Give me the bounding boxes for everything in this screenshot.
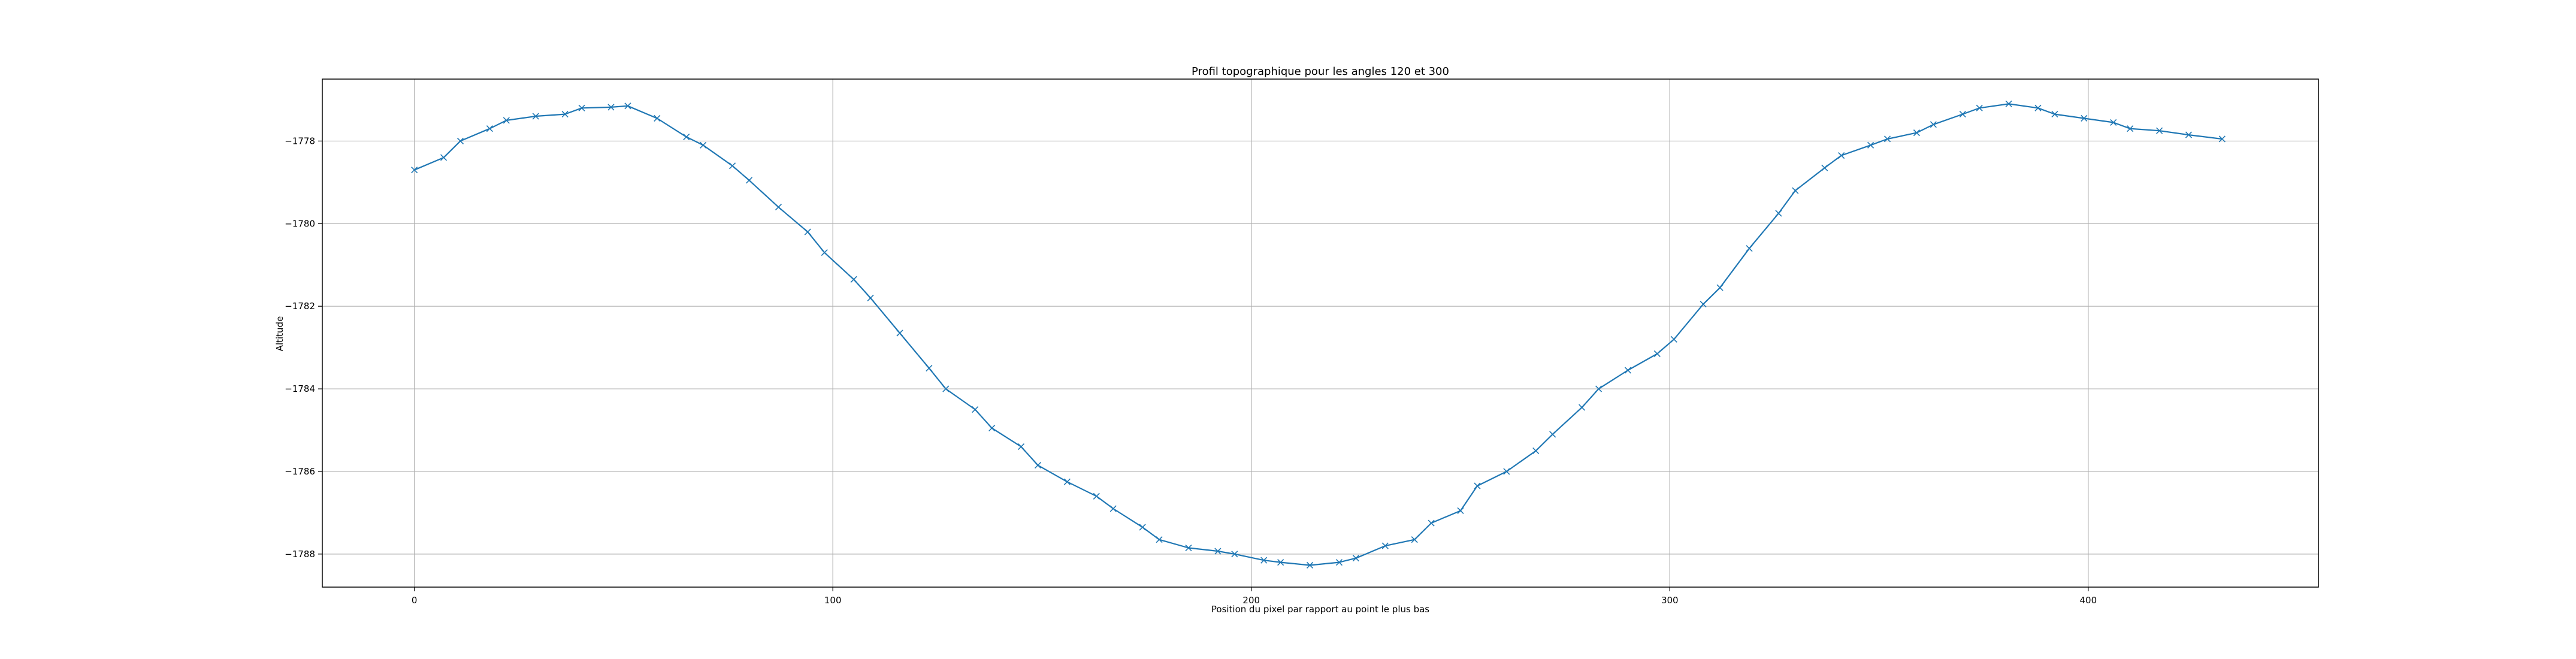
- data-point: [1838, 152, 1845, 159]
- data-point: [2110, 119, 2117, 126]
- y-tick-label: −1778: [285, 135, 315, 146]
- data-point: [1716, 284, 1724, 291]
- data-point: [561, 111, 569, 118]
- y-tick-label: −1784: [285, 383, 315, 394]
- data-point: [503, 117, 510, 124]
- data-point: [1976, 104, 1983, 111]
- data-point: [1185, 544, 1192, 552]
- data-point: [1792, 187, 1799, 194]
- data-point: [456, 137, 464, 144]
- data-point: [2218, 135, 2226, 143]
- data-point: [1352, 555, 1359, 562]
- series-line: [414, 103, 2223, 566]
- data-point: [988, 425, 996, 432]
- data-point: [1532, 447, 1540, 455]
- data-point: [1959, 111, 1966, 118]
- data-point: [1746, 245, 1753, 252]
- data-point: [1277, 559, 1284, 566]
- data-point: [1624, 367, 1631, 374]
- data-point: [728, 162, 736, 170]
- y-tick-label: −1780: [285, 218, 315, 229]
- data-point: [1457, 507, 1464, 515]
- data-point: [1474, 482, 1481, 489]
- data-point: [1017, 443, 1025, 451]
- x-tick-label: 300: [1661, 595, 1679, 606]
- data-point: [1428, 519, 1435, 527]
- data-point: [1775, 210, 1782, 217]
- data-point: [1139, 524, 1146, 531]
- data-point: [1034, 462, 1042, 469]
- data-point: [1930, 121, 1937, 128]
- data-point: [532, 113, 539, 120]
- data-point: [1381, 542, 1389, 549]
- x-tick-label: 200: [1242, 595, 1260, 606]
- data-point: [411, 167, 418, 174]
- y-tick-label: −1782: [285, 301, 315, 312]
- data-point: [972, 406, 979, 413]
- data-point: [700, 141, 707, 149]
- data-point: [2155, 127, 2163, 134]
- data-point: [654, 114, 661, 122]
- data-point: [1883, 135, 1891, 143]
- data-point: [2127, 125, 2134, 132]
- y-tick-label: −1786: [285, 466, 315, 477]
- ticks: 0 100 200 300 400 −1788 −1786 −1784 −1782 −1780 −1…: [285, 135, 2097, 606]
- y-tick-label: −1788: [285, 549, 315, 560]
- data-point: [867, 294, 874, 301]
- data-point: [942, 385, 950, 392]
- data-point: [2005, 100, 2012, 107]
- data-point: [1306, 561, 1314, 569]
- x-axis-label: Position du pixel par rapport au point l…: [1211, 604, 1429, 615]
- data-point: [1579, 404, 1586, 411]
- data-point: [1700, 301, 1707, 308]
- data-point: [607, 104, 615, 111]
- x-tick-label: 100: [824, 595, 842, 606]
- data-point: [1214, 548, 1222, 555]
- data-point: [2081, 114, 2088, 122]
- plot-frame: [322, 78, 2319, 588]
- data-point: [2051, 111, 2058, 118]
- data-point: [1595, 385, 1603, 392]
- x-tick-label: 0: [412, 595, 418, 606]
- data-point: [745, 177, 753, 184]
- data-point: [1821, 164, 1828, 171]
- data-point: [1670, 335, 1677, 343]
- data-point: [850, 276, 857, 283]
- data-point: [1231, 551, 1238, 558]
- data-point: [821, 249, 828, 256]
- data-point: [578, 104, 585, 111]
- data-point: [1913, 129, 1920, 137]
- data-point: [775, 204, 782, 211]
- data-point: [1503, 468, 1510, 475]
- data-point: [683, 133, 690, 141]
- data-point: [1156, 536, 1163, 543]
- y-axis-label: Altitude: [274, 316, 285, 352]
- data-point: [1411, 536, 1418, 543]
- data-point: [1093, 492, 1100, 500]
- data-point: [1260, 557, 1268, 564]
- data-point: [1867, 141, 1874, 149]
- data-point: [1335, 559, 1343, 566]
- data-point: [1653, 350, 1661, 358]
- data-point: [1549, 431, 1556, 438]
- data-point: [624, 102, 631, 110]
- data-point: [804, 228, 811, 235]
- grid: [322, 79, 2318, 587]
- data-point: [1109, 505, 1117, 512]
- chart-title: Profil topographique pour les angles 120…: [1192, 65, 1449, 78]
- data-point: [1063, 478, 1071, 485]
- data-point: [896, 330, 903, 337]
- data-point: [2034, 104, 2042, 111]
- x-tick-label: 400: [2079, 595, 2097, 606]
- data-point: [2185, 131, 2193, 138]
- data-point: [486, 125, 493, 132]
- series-layer: [411, 100, 2226, 569]
- data-point: [926, 365, 933, 372]
- data-point: [440, 154, 448, 161]
